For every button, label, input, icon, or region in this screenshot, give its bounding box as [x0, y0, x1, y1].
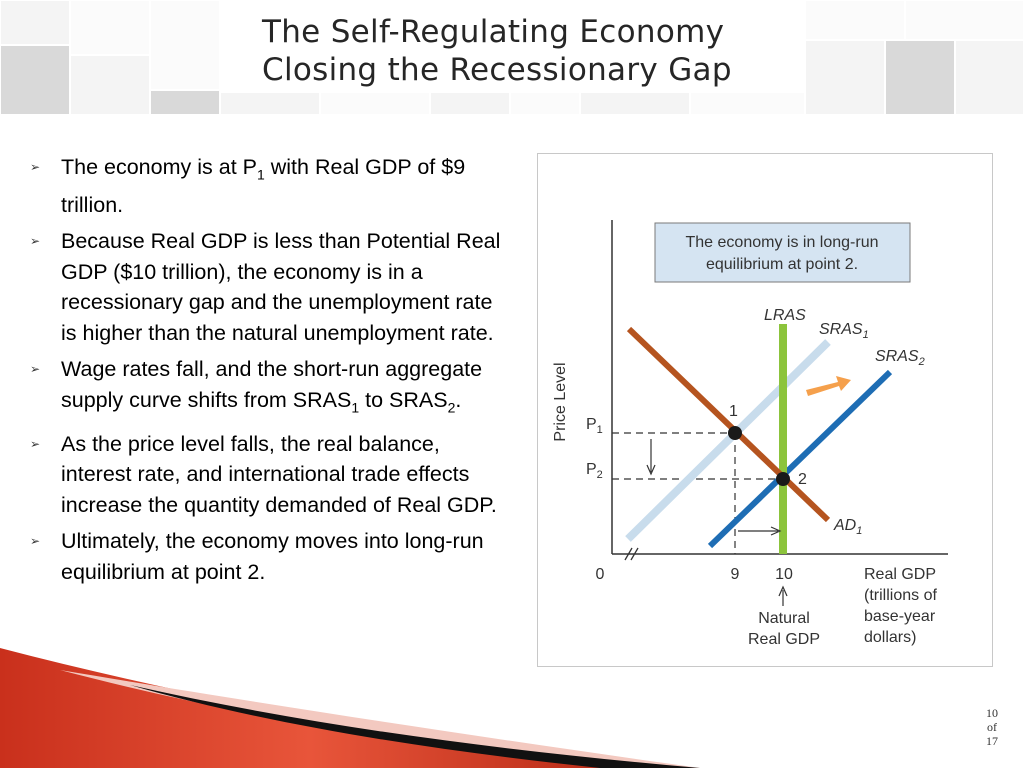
sras1-label: SRAS1 — [819, 321, 869, 341]
p1-label: P1 — [586, 416, 603, 436]
callout-line-2: equilibrium at point 2. — [706, 256, 858, 273]
bullet-subscript: 1 — [256, 166, 265, 183]
gdp-increase-arrowhead-icon — [770, 526, 782, 536]
bullet-arrow-icon: ➢ — [30, 436, 41, 451]
bullet-item: ➢ Because Real GDP is less than Potential… — [30, 226, 510, 348]
x-axis-label-line-2: (trillions of — [864, 587, 937, 604]
x-axis-label-line-4: dollars) — [864, 629, 916, 646]
title-line-1: The Self-Regulating Economy — [262, 14, 725, 50]
natural-gdp-arrowhead-icon — [778, 585, 788, 597]
bullet-item: ➢ The economy is at P1 with Real GDP of $… — [30, 152, 510, 220]
page-of: of — [987, 720, 997, 734]
callout-line-1: The economy is in long-run — [686, 234, 879, 251]
page-number: 10 of 17 — [980, 706, 1004, 748]
bullet-subscript: 1 — [351, 399, 360, 416]
title-line-2: Closing the Recessionary Gap — [262, 52, 732, 88]
slide-title: The Self-Regulating Economy Closing the … — [262, 13, 732, 89]
bullet-arrow-icon: ➢ — [30, 362, 41, 377]
origin-label: 0 — [596, 566, 605, 583]
bullet-text: As the price level falls, the real balan… — [61, 431, 497, 517]
ad1-curve — [626, 326, 831, 523]
bullet-text: Because Real GDP is less than Potential … — [61, 229, 501, 345]
natural-label-line-1: Natural — [758, 610, 810, 627]
natural-label-line-2: Real GDP — [748, 631, 820, 648]
x-axis-label-line-1: Real GDP — [864, 566, 936, 583]
bullet-item: ➢ Ultimately, the economy moves into long… — [30, 526, 510, 587]
page-current: 10 — [986, 706, 998, 720]
point-2-label: 2 — [798, 471, 807, 488]
bullet-arrow-icon: ➢ — [30, 534, 41, 549]
as-ad-diagram-svg: The economy is in long-run equilibrium a… — [552, 220, 948, 648]
bullet-text: to SRAS — [359, 387, 448, 412]
callout-box — [654, 222, 911, 283]
tick-label-10: 10 — [775, 566, 793, 583]
price-fall-arrowhead-icon — [646, 464, 656, 476]
y-axis-label: Price Level — [552, 362, 569, 441]
page-total: 17 — [986, 734, 998, 748]
point-1-label: 1 — [729, 403, 738, 420]
equilibrium-point-1 — [728, 426, 742, 440]
sras2-label: SRAS2 — [875, 348, 925, 368]
p2-label: P2 — [586, 461, 603, 481]
bullet-text: with Real GDP of $9 trillion. — [61, 155, 466, 217]
bullet-arrow-icon: ➢ — [30, 234, 41, 249]
ad1-label: AD1 — [833, 517, 862, 537]
bullet-text: Ultimately, the economy moves into long-… — [61, 529, 484, 584]
lras-label: LRAS — [764, 307, 806, 324]
decorative-swoosh — [0, 648, 700, 768]
x-axis-label-line-3: base-year — [864, 608, 936, 625]
bullet-text: Wage rates fall, and the short-run aggre… — [61, 357, 483, 412]
equilibrium-point-2 — [776, 472, 790, 486]
bullet-text: . — [455, 387, 462, 412]
axis-break-marks — [624, 547, 639, 561]
bullet-text: The economy is at P — [61, 155, 257, 179]
bullet-arrow-icon: ➢ — [30, 160, 41, 174]
bullet-item: ➢ Wage rates fall, and the short-run aggr… — [30, 354, 510, 422]
as-ad-diagram: The economy is in long-run equilibrium a… — [537, 153, 993, 667]
bullet-subscript: 2 — [447, 399, 456, 416]
tick-label-9: 9 — [731, 566, 740, 583]
sras2-curve — [707, 369, 893, 549]
bullet-item: ➢ As the price level falls, the real bal… — [30, 429, 510, 521]
shift-arrow-icon — [806, 376, 851, 396]
header-background — [0, 0, 1024, 115]
bullet-list: ➢ The economy is at P1 with Real GDP of $… — [30, 152, 510, 593]
sras1-curve — [625, 339, 831, 542]
